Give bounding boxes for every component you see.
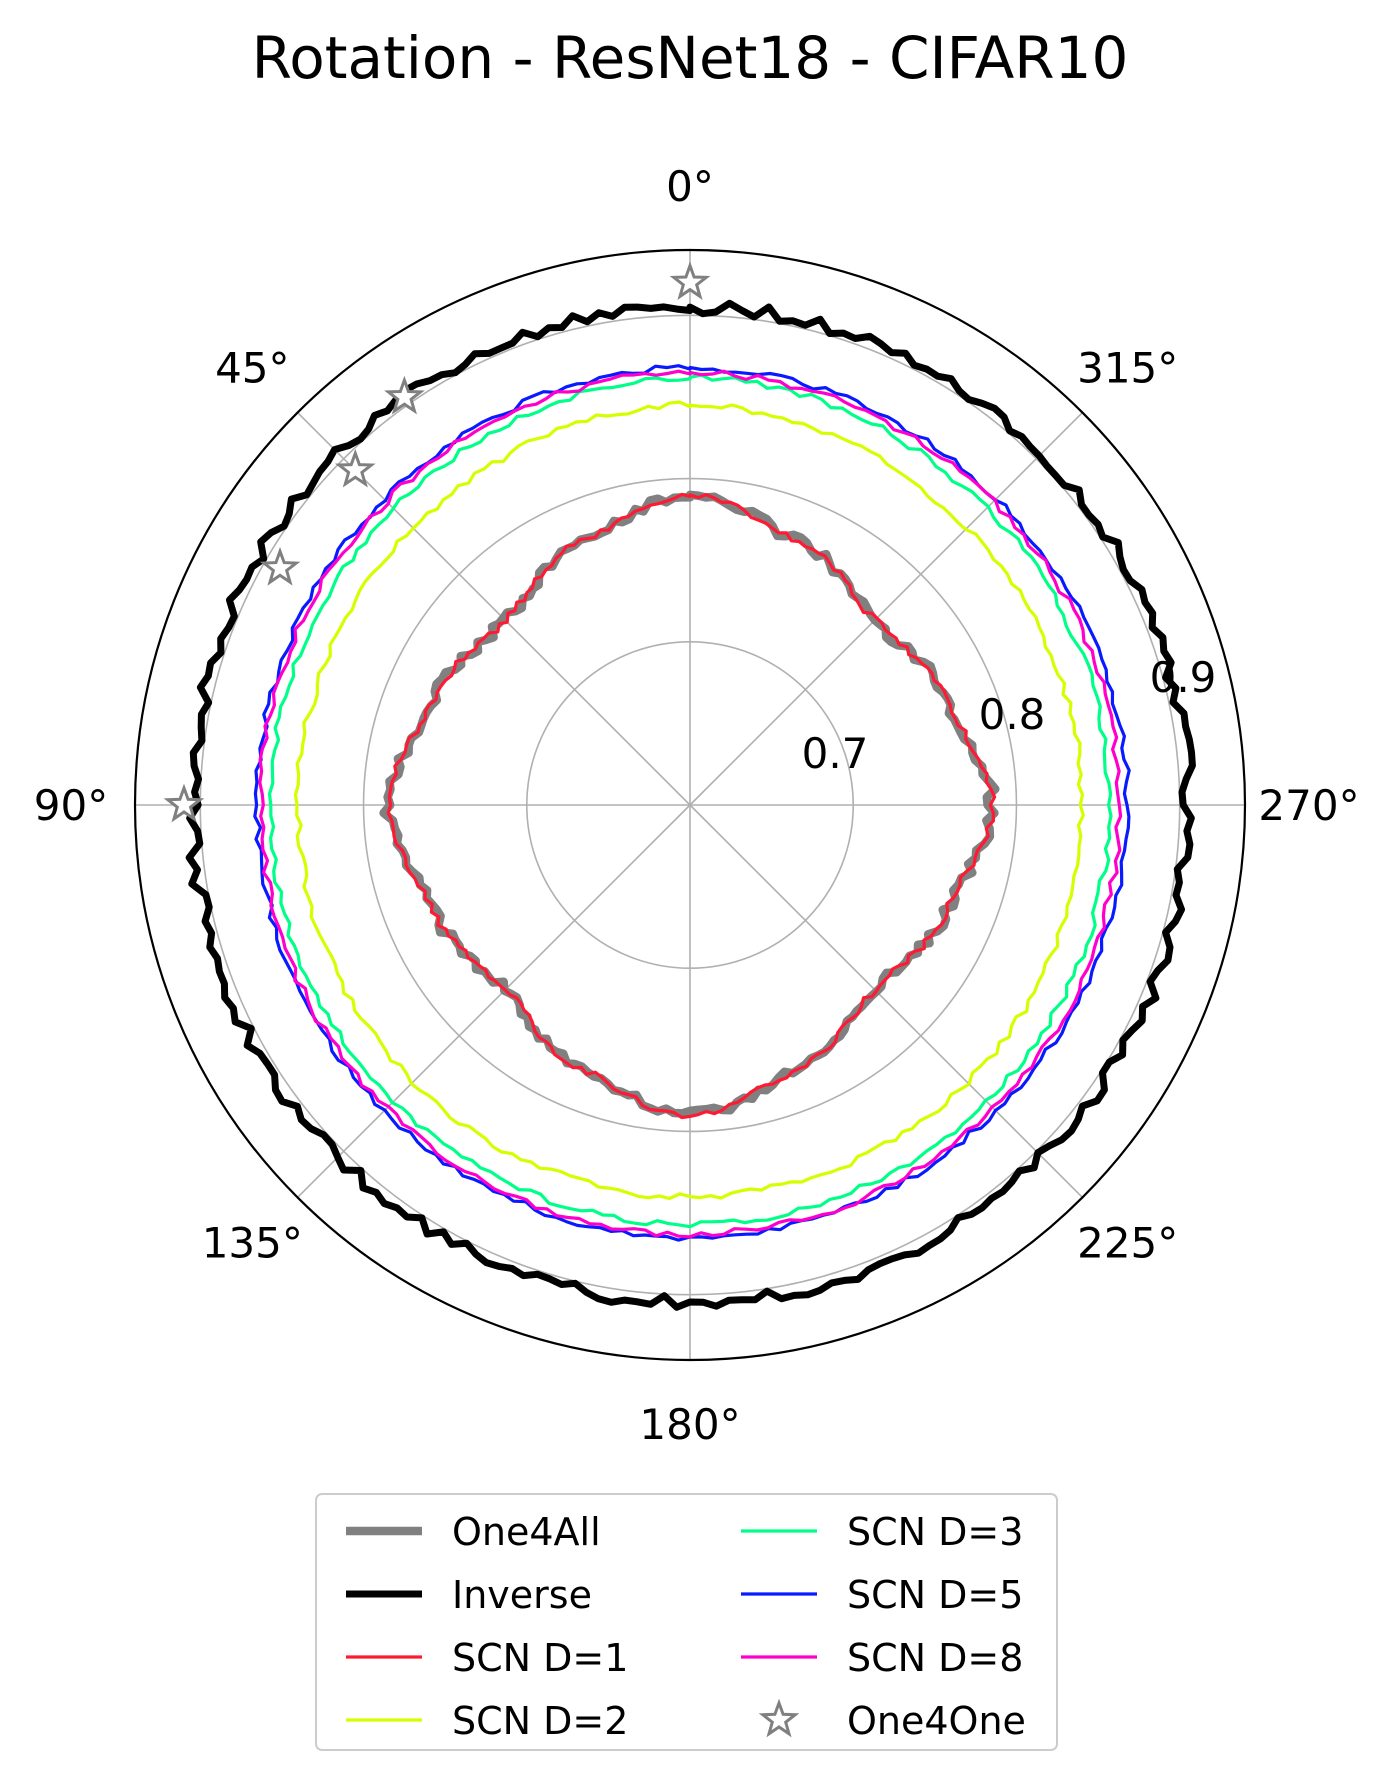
r-tick-label-0.8: 0.8 xyxy=(979,690,1046,739)
legend-label: SCN D=5 xyxy=(847,1573,1023,1617)
series-scn-d-1 xyxy=(386,492,997,1120)
theta-tick-label-315: 315° xyxy=(1077,343,1178,392)
legend-entry-scn-d-8: SCN D=8 xyxy=(741,1636,1023,1680)
legend-star-swatch xyxy=(758,1698,800,1738)
legend-entry-scn-d-3: SCN D=3 xyxy=(741,1510,1023,1554)
theta-tick-label-45: 45° xyxy=(215,343,289,392)
legend-entry-inverse: Inverse xyxy=(346,1573,592,1617)
polar-grid xyxy=(133,248,1247,1362)
legend-label: One4One xyxy=(847,1699,1026,1743)
tick-labels: 0° 45° 90° 135° 180° 225° 270° 315° 0.7 0.8 0.9 xyxy=(34,162,1360,1449)
legend-label: Inverse xyxy=(452,1573,592,1617)
r-tick-label-0.9: 0.9 xyxy=(1150,653,1217,702)
theta-tick-label-180: 180° xyxy=(639,1400,740,1449)
legend-entry-one4all: One4All xyxy=(346,1510,601,1554)
r-tick-label-0.7: 0.7 xyxy=(802,729,869,778)
legend-label: SCN D=3 xyxy=(847,1510,1023,1554)
legend-frame xyxy=(315,1493,1058,1751)
legend-entry-scn-d-2: SCN D=2 xyxy=(346,1699,628,1743)
one4one-star-0 xyxy=(669,261,711,300)
legend-label: SCN D=1 xyxy=(452,1636,628,1680)
legend-label: SCN D=2 xyxy=(452,1699,628,1743)
one4one-star-3 xyxy=(259,546,301,586)
theta-tick-label-90: 90° xyxy=(34,781,108,830)
series-scn-d-5 xyxy=(253,364,1131,1242)
series-inverse xyxy=(185,299,1196,1311)
one4one-star-1 xyxy=(384,375,425,415)
series-scn-d-3 xyxy=(267,373,1113,1229)
one4one-markers xyxy=(163,261,711,823)
theta-grid-line-5 xyxy=(689,804,1084,1199)
theta-grid-line-3 xyxy=(296,804,691,1199)
one4one-star-4 xyxy=(163,783,205,823)
theta-tick-label-135: 135° xyxy=(202,1219,303,1268)
legend-entry-scn-d-1: SCN D=1 xyxy=(346,1636,628,1680)
theta-grid-line-7 xyxy=(689,411,1084,806)
legend-label: SCN D=8 xyxy=(847,1636,1023,1680)
legend-entry-scn-d-5: SCN D=5 xyxy=(741,1573,1023,1617)
one4one-star-2 xyxy=(334,448,376,488)
chart-title: Rotation - ResNet18 - CIFAR10 xyxy=(252,24,1129,92)
legend-entry-one4one: One4One xyxy=(758,1698,1026,1743)
series-scn-d-8 xyxy=(258,369,1123,1239)
legend: One4All Inverse SCN D=1 SCN D=2 SCN D=3 SCN D… xyxy=(315,1493,1058,1751)
theta-tick-label-0: 0° xyxy=(666,162,714,211)
theta-tick-label-270: 270° xyxy=(1258,781,1359,830)
legend-label: One4All xyxy=(452,1510,601,1554)
theta-tick-label-225: 225° xyxy=(1077,1219,1178,1268)
series-scn-d-2 xyxy=(293,400,1085,1201)
series-layer xyxy=(185,299,1196,1311)
outer-frame xyxy=(133,248,1247,1362)
